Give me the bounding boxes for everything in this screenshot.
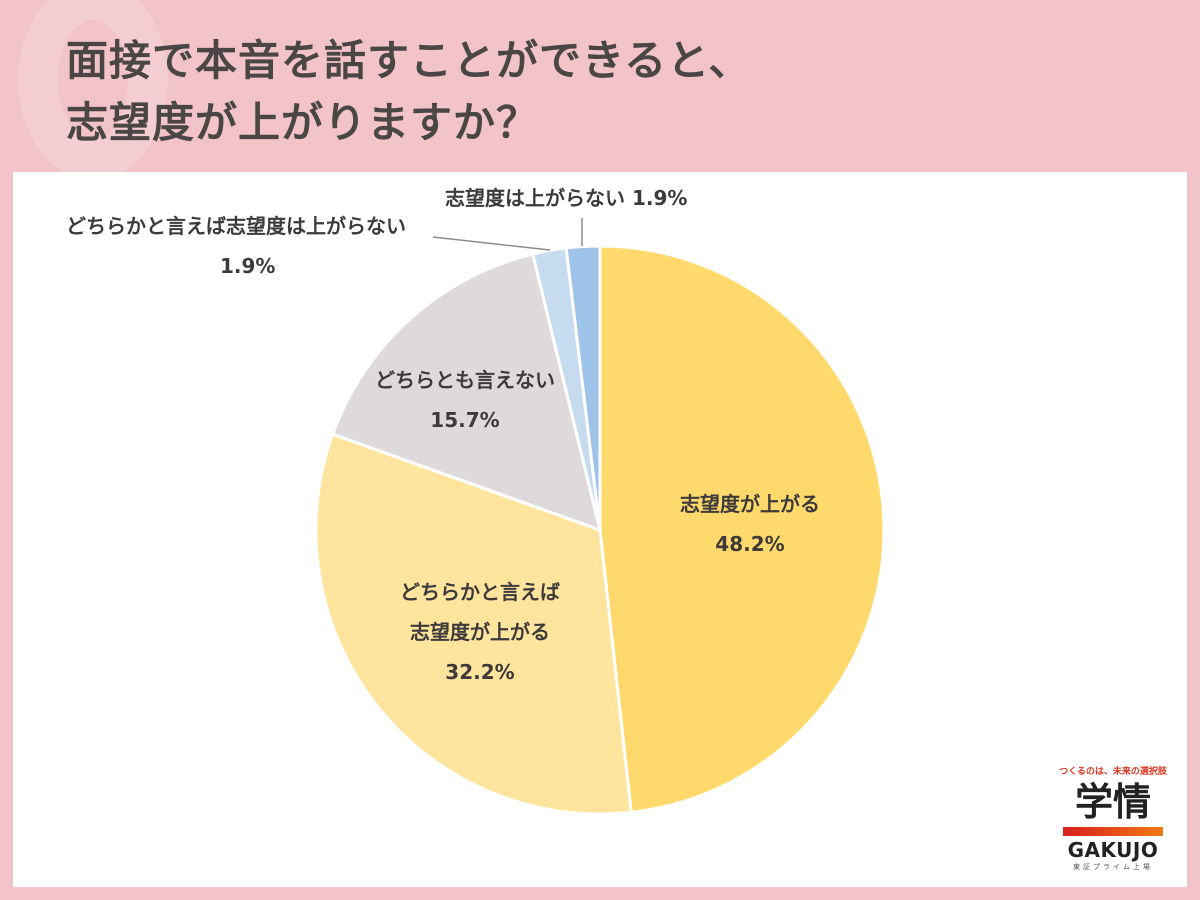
page-title: 面接で本音を話すことができると、 志望度が上がりますか？: [66, 30, 751, 154]
logo-tagline: つくるのは、未来の選択肢: [1059, 767, 1167, 777]
logo-gradient-bar: [1063, 827, 1163, 836]
leader-line-somewhat-disagree: [432, 236, 551, 251]
slice-value: 32.2%: [445, 660, 515, 684]
slice-label-disagree: 志望度は上がらない 1.9%: [445, 178, 725, 218]
gakujo-logo: つくるのは、未来の選択肢 学情 GAKUJO 東証プライム上場: [1058, 764, 1168, 872]
pie-slice: [314, 432, 633, 816]
slice-name-value: 志望度は上がらない 1.9%: [445, 186, 688, 210]
pie-slice: [564, 244, 602, 531]
slice-name: どちらとも言えない: [375, 368, 555, 392]
slice-label-agree: 志望度が上がる 48.2%: [650, 484, 850, 564]
logo-kanji: 学情: [1074, 780, 1151, 824]
logo-name: GAKUJO: [1067, 838, 1159, 862]
slice-label-somewhat-disagree: どちらかと言えば志望度は上がらない 1.9%: [66, 206, 436, 286]
pie-slice: [598, 244, 886, 814]
pie-slice: [330, 252, 603, 533]
logo-sub: 東証プライム上場: [1073, 863, 1153, 871]
slice-value: 48.2%: [715, 532, 785, 556]
title-line-1: 面接で本音を話すことができると、: [66, 36, 752, 85]
slice-label-neutral: どちらとも言えない 15.7%: [355, 360, 575, 440]
slice-name: どちらかと言えば: [400, 580, 560, 604]
title-line-2: 志望度が上がりますか？: [66, 98, 540, 147]
slice-name: どちらかと言えば志望度は上がらない: [66, 214, 406, 238]
slice-value: 15.7%: [430, 408, 500, 432]
slice-name: 志望度が上がる: [680, 492, 820, 516]
slice-label-somewhat-agree: どちらかと言えば 志望度が上がる 32.2%: [370, 572, 590, 692]
slice-value: 1.9%: [220, 254, 276, 278]
slice-name: 志望度が上がる: [410, 620, 550, 644]
